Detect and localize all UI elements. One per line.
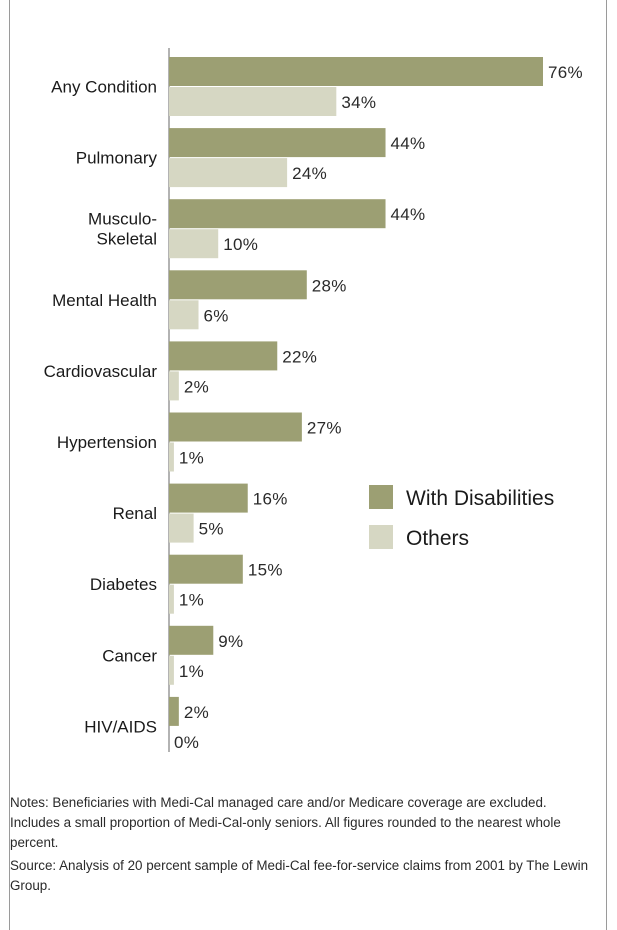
value-label-renal-with-disabilities: 16% bbox=[253, 490, 288, 509]
value-label-cancer-others: 1% bbox=[179, 662, 204, 681]
bar-cancer-others bbox=[169, 655, 174, 685]
value-label-mental-health-with-disabilities: 28% bbox=[312, 276, 347, 295]
value-label-pulmonary-with-disabilities: 44% bbox=[391, 134, 426, 153]
bar-mental-health-with-disabilities bbox=[169, 270, 307, 300]
source-text: Source: Analysis of 20 percent sample of… bbox=[10, 858, 589, 893]
bar-diabetes-others bbox=[169, 584, 174, 614]
category-label-cancer: Cancer bbox=[102, 646, 157, 665]
value-label-diabetes-with-disabilities: 15% bbox=[248, 561, 283, 580]
chart-source: Source: Analysis of 20 percent sample of… bbox=[10, 856, 600, 896]
value-label-renal-others: 5% bbox=[199, 520, 224, 539]
value-label-hypertension-others: 1% bbox=[179, 449, 204, 468]
value-label-diabetes-others: 1% bbox=[179, 591, 204, 610]
bar-cardiovascular-with-disabilities bbox=[169, 341, 278, 371]
chart-frame bbox=[9, 0, 607, 930]
category-label-mental-health: Mental Health bbox=[52, 291, 157, 310]
bar-pulmonary-with-disabilities bbox=[169, 128, 386, 158]
bar-musculo-skeletal-others bbox=[169, 229, 219, 259]
value-label-hypertension-with-disabilities: 27% bbox=[307, 419, 342, 438]
value-label-cancer-with-disabilities: 9% bbox=[218, 632, 243, 651]
legend-label-others: Others bbox=[406, 527, 469, 550]
bar-pulmonary-others bbox=[169, 158, 288, 188]
chart-notes: Notes: Beneficiaries with Medi-Cal manag… bbox=[10, 793, 600, 853]
notes-text: Notes: Beneficiaries with Medi-Cal manag… bbox=[10, 795, 561, 850]
value-label-musculo-skeletal-others: 10% bbox=[223, 235, 258, 254]
value-label-cardiovascular-with-disabilities: 22% bbox=[282, 347, 317, 366]
value-label-any-condition-others: 34% bbox=[341, 93, 376, 112]
bar-hypertension-others bbox=[169, 442, 174, 472]
legend-swatch-with-disabilities bbox=[369, 485, 393, 509]
category-label-hypertension: Hypertension bbox=[57, 433, 157, 452]
bar-hypertension-with-disabilities bbox=[169, 412, 302, 442]
value-label-any-condition-with-disabilities: 76% bbox=[548, 63, 583, 82]
bar-any-condition-with-disabilities bbox=[169, 57, 543, 86]
legend-swatch-others bbox=[369, 525, 393, 549]
bar-diabetes-with-disabilities bbox=[169, 554, 243, 584]
bar-renal-others bbox=[169, 513, 194, 543]
category-label-hiv-aids: HIV/AIDS bbox=[84, 717, 157, 736]
value-label-pulmonary-others: 24% bbox=[292, 164, 327, 183]
category-label-any-condition: Any Condition bbox=[51, 78, 157, 97]
bar-renal-with-disabilities bbox=[169, 483, 248, 513]
value-label-cardiovascular-others: 2% bbox=[184, 377, 209, 396]
value-label-hiv-aids-others: 0% bbox=[174, 733, 199, 752]
category-label-musculo-skeletal: Musculo-Skeletal bbox=[88, 210, 157, 249]
bar-hiv-aids-with-disabilities bbox=[169, 696, 179, 726]
category-label-renal: Renal bbox=[113, 504, 157, 523]
bar-mental-health-others bbox=[169, 300, 199, 330]
bar-any-condition-others bbox=[169, 87, 337, 116]
category-label-pulmonary: Pulmonary bbox=[76, 149, 158, 168]
value-label-mental-health-others: 6% bbox=[204, 306, 229, 325]
value-label-hiv-aids-with-disabilities: 2% bbox=[184, 703, 209, 722]
legend-label-with-disabilities: With Disabilities bbox=[406, 487, 554, 510]
category-label-diabetes: Diabetes bbox=[90, 575, 157, 594]
bar-cardiovascular-others bbox=[169, 371, 179, 401]
value-label-musculo-skeletal-with-disabilities: 44% bbox=[391, 205, 426, 224]
category-label-cardiovascular: Cardiovascular bbox=[44, 362, 158, 381]
bar-musculo-skeletal-with-disabilities bbox=[169, 199, 386, 229]
bar-chart: Any Condition 76% 34% Pulmonary 44% 24% Muscul… bbox=[44, 48, 583, 752]
bar-cancer-with-disabilities bbox=[169, 625, 214, 655]
